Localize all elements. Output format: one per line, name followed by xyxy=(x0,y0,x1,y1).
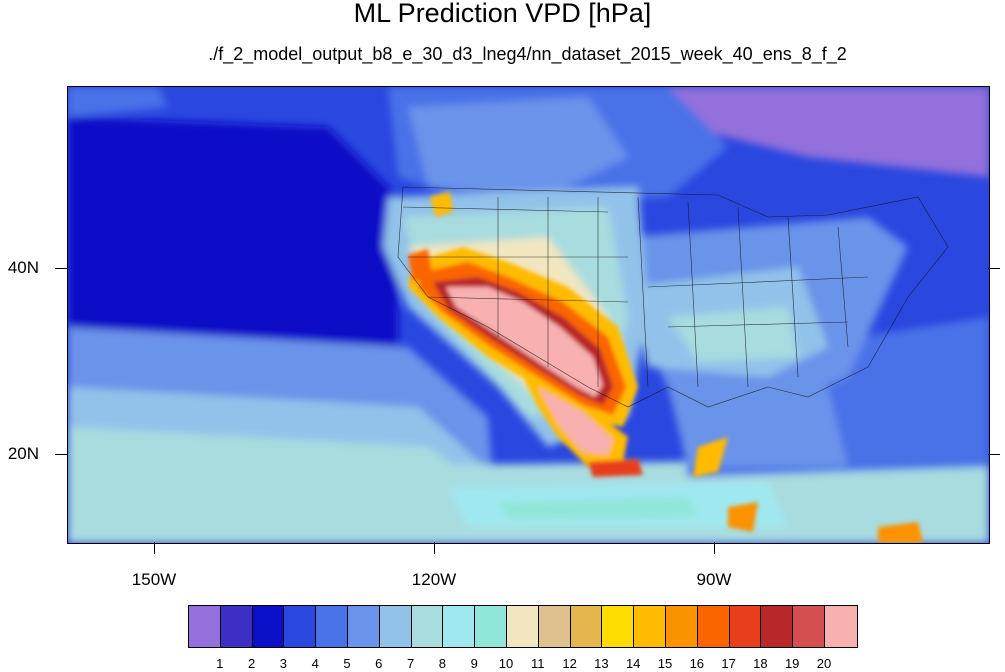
colorbar-swatch xyxy=(761,606,794,647)
colorbar-label: 9 xyxy=(470,656,478,671)
colorbar-label: 8 xyxy=(438,656,447,671)
colorbar-label: 15 xyxy=(657,656,673,671)
colorbar-label: 19 xyxy=(784,656,800,671)
colorbar-label: 5 xyxy=(343,656,351,671)
colorbar-label: 12 xyxy=(562,656,577,671)
colorbar-swatch xyxy=(506,606,539,647)
colorbar-label: 4 xyxy=(311,656,319,671)
lon-label-120w: 120W xyxy=(411,570,457,589)
lat-label-40n: 40N xyxy=(7,258,39,277)
lat-tick xyxy=(55,454,67,455)
lon-tick xyxy=(154,542,155,554)
colorbar-swatch xyxy=(793,606,825,647)
colorbar-swatch xyxy=(538,606,571,647)
lon-label-150w: 150W xyxy=(131,570,177,589)
colorbar-label: 16 xyxy=(689,656,705,671)
colorbar-label: 2 xyxy=(247,656,256,671)
colorbar-swatch xyxy=(729,606,762,647)
map-subtitle: ./f_2_model_output_b8_e_30_d3_lneg4/nn_d… xyxy=(208,44,847,64)
colorbar-swatch xyxy=(379,606,412,647)
colorbar-label: 6 xyxy=(375,656,383,671)
colorbar-swatch xyxy=(284,606,317,647)
colorbar-swatch xyxy=(189,606,221,647)
colorbar-label: 10 xyxy=(498,656,514,671)
colorbar-swatch xyxy=(220,606,253,647)
colorbar-label: 7 xyxy=(406,656,415,671)
colorbar-label: 20 xyxy=(816,656,832,671)
colorbar-label: 3 xyxy=(279,656,288,671)
lat-tick xyxy=(988,454,1000,455)
colorbar xyxy=(188,605,858,648)
colorbar-swatch xyxy=(665,606,698,647)
colorbar-swatch xyxy=(347,606,380,647)
colorbar-swatch xyxy=(316,606,348,647)
colorbar-swatch xyxy=(824,606,857,647)
colorbar-label: 1 xyxy=(216,656,224,671)
colorbar-swatch xyxy=(443,606,476,647)
vpd-map xyxy=(67,86,990,544)
colorbar-label: 14 xyxy=(625,656,641,671)
colorbar-swatch xyxy=(411,606,444,647)
colorbar-swatch xyxy=(570,606,603,647)
lon-tick xyxy=(434,542,435,554)
lon-tick xyxy=(714,542,715,554)
colorbar-swatch xyxy=(602,606,635,647)
colorbar-label: 13 xyxy=(594,656,609,671)
colorbar-swatch xyxy=(475,606,507,647)
colorbar-swatch xyxy=(634,606,666,647)
lon-label-90w: 90W xyxy=(696,570,732,589)
map-title: ML Prediction VPD [hPa] xyxy=(353,0,652,28)
vpd-field xyxy=(68,87,989,543)
lat-tick xyxy=(55,268,67,269)
colorbar-label: 18 xyxy=(753,656,768,671)
colorbar-label: 11 xyxy=(531,656,545,671)
lat-tick xyxy=(988,268,1000,269)
colorbar-swatch xyxy=(697,606,730,647)
lat-label-20n: 20N xyxy=(7,444,39,463)
colorbar-label: 17 xyxy=(721,656,736,671)
colorbar-swatch xyxy=(252,606,285,647)
